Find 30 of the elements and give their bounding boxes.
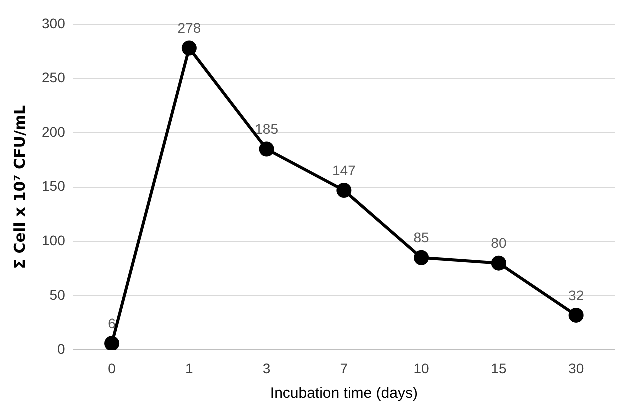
x-tick-label: 3 (262, 360, 271, 376)
x-tick-label: 15 (491, 360, 507, 376)
data-label: 32 (568, 287, 584, 304)
data-label: 278 (178, 20, 202, 36)
y-tick-label: 300 (42, 15, 66, 32)
point (182, 40, 197, 56)
point (491, 256, 506, 271)
data-label: 185 (255, 121, 279, 138)
data-label: 147 (332, 162, 356, 178)
point (104, 336, 120, 350)
data-label: 6 (108, 316, 116, 332)
x-tick-label: 7 (340, 360, 348, 376)
y-tick-label: 150 (42, 178, 66, 194)
x-tick-label: 30 (568, 360, 584, 376)
point (568, 308, 584, 323)
y-axis-title: Σ Cell x 10⁷ CFU/mL (10, 104, 29, 270)
y-tick-label: 200 (42, 124, 66, 140)
point (336, 183, 352, 198)
x-axis-title: Incubation time (days) (270, 385, 418, 402)
point (414, 250, 430, 266)
data-label: 80 (491, 235, 507, 252)
y-tick-label: 0 (58, 341, 66, 358)
y-tick-label: 250 (42, 70, 66, 86)
data-label: 85 (414, 230, 430, 246)
point (259, 142, 274, 157)
x-tick-label: 10 (414, 360, 430, 376)
x-tick-label: 1 (186, 360, 194, 376)
y-tick-label: 100 (42, 232, 66, 248)
y-tick-label: 50 (50, 286, 66, 303)
x-tick-label: 0 (108, 360, 116, 376)
